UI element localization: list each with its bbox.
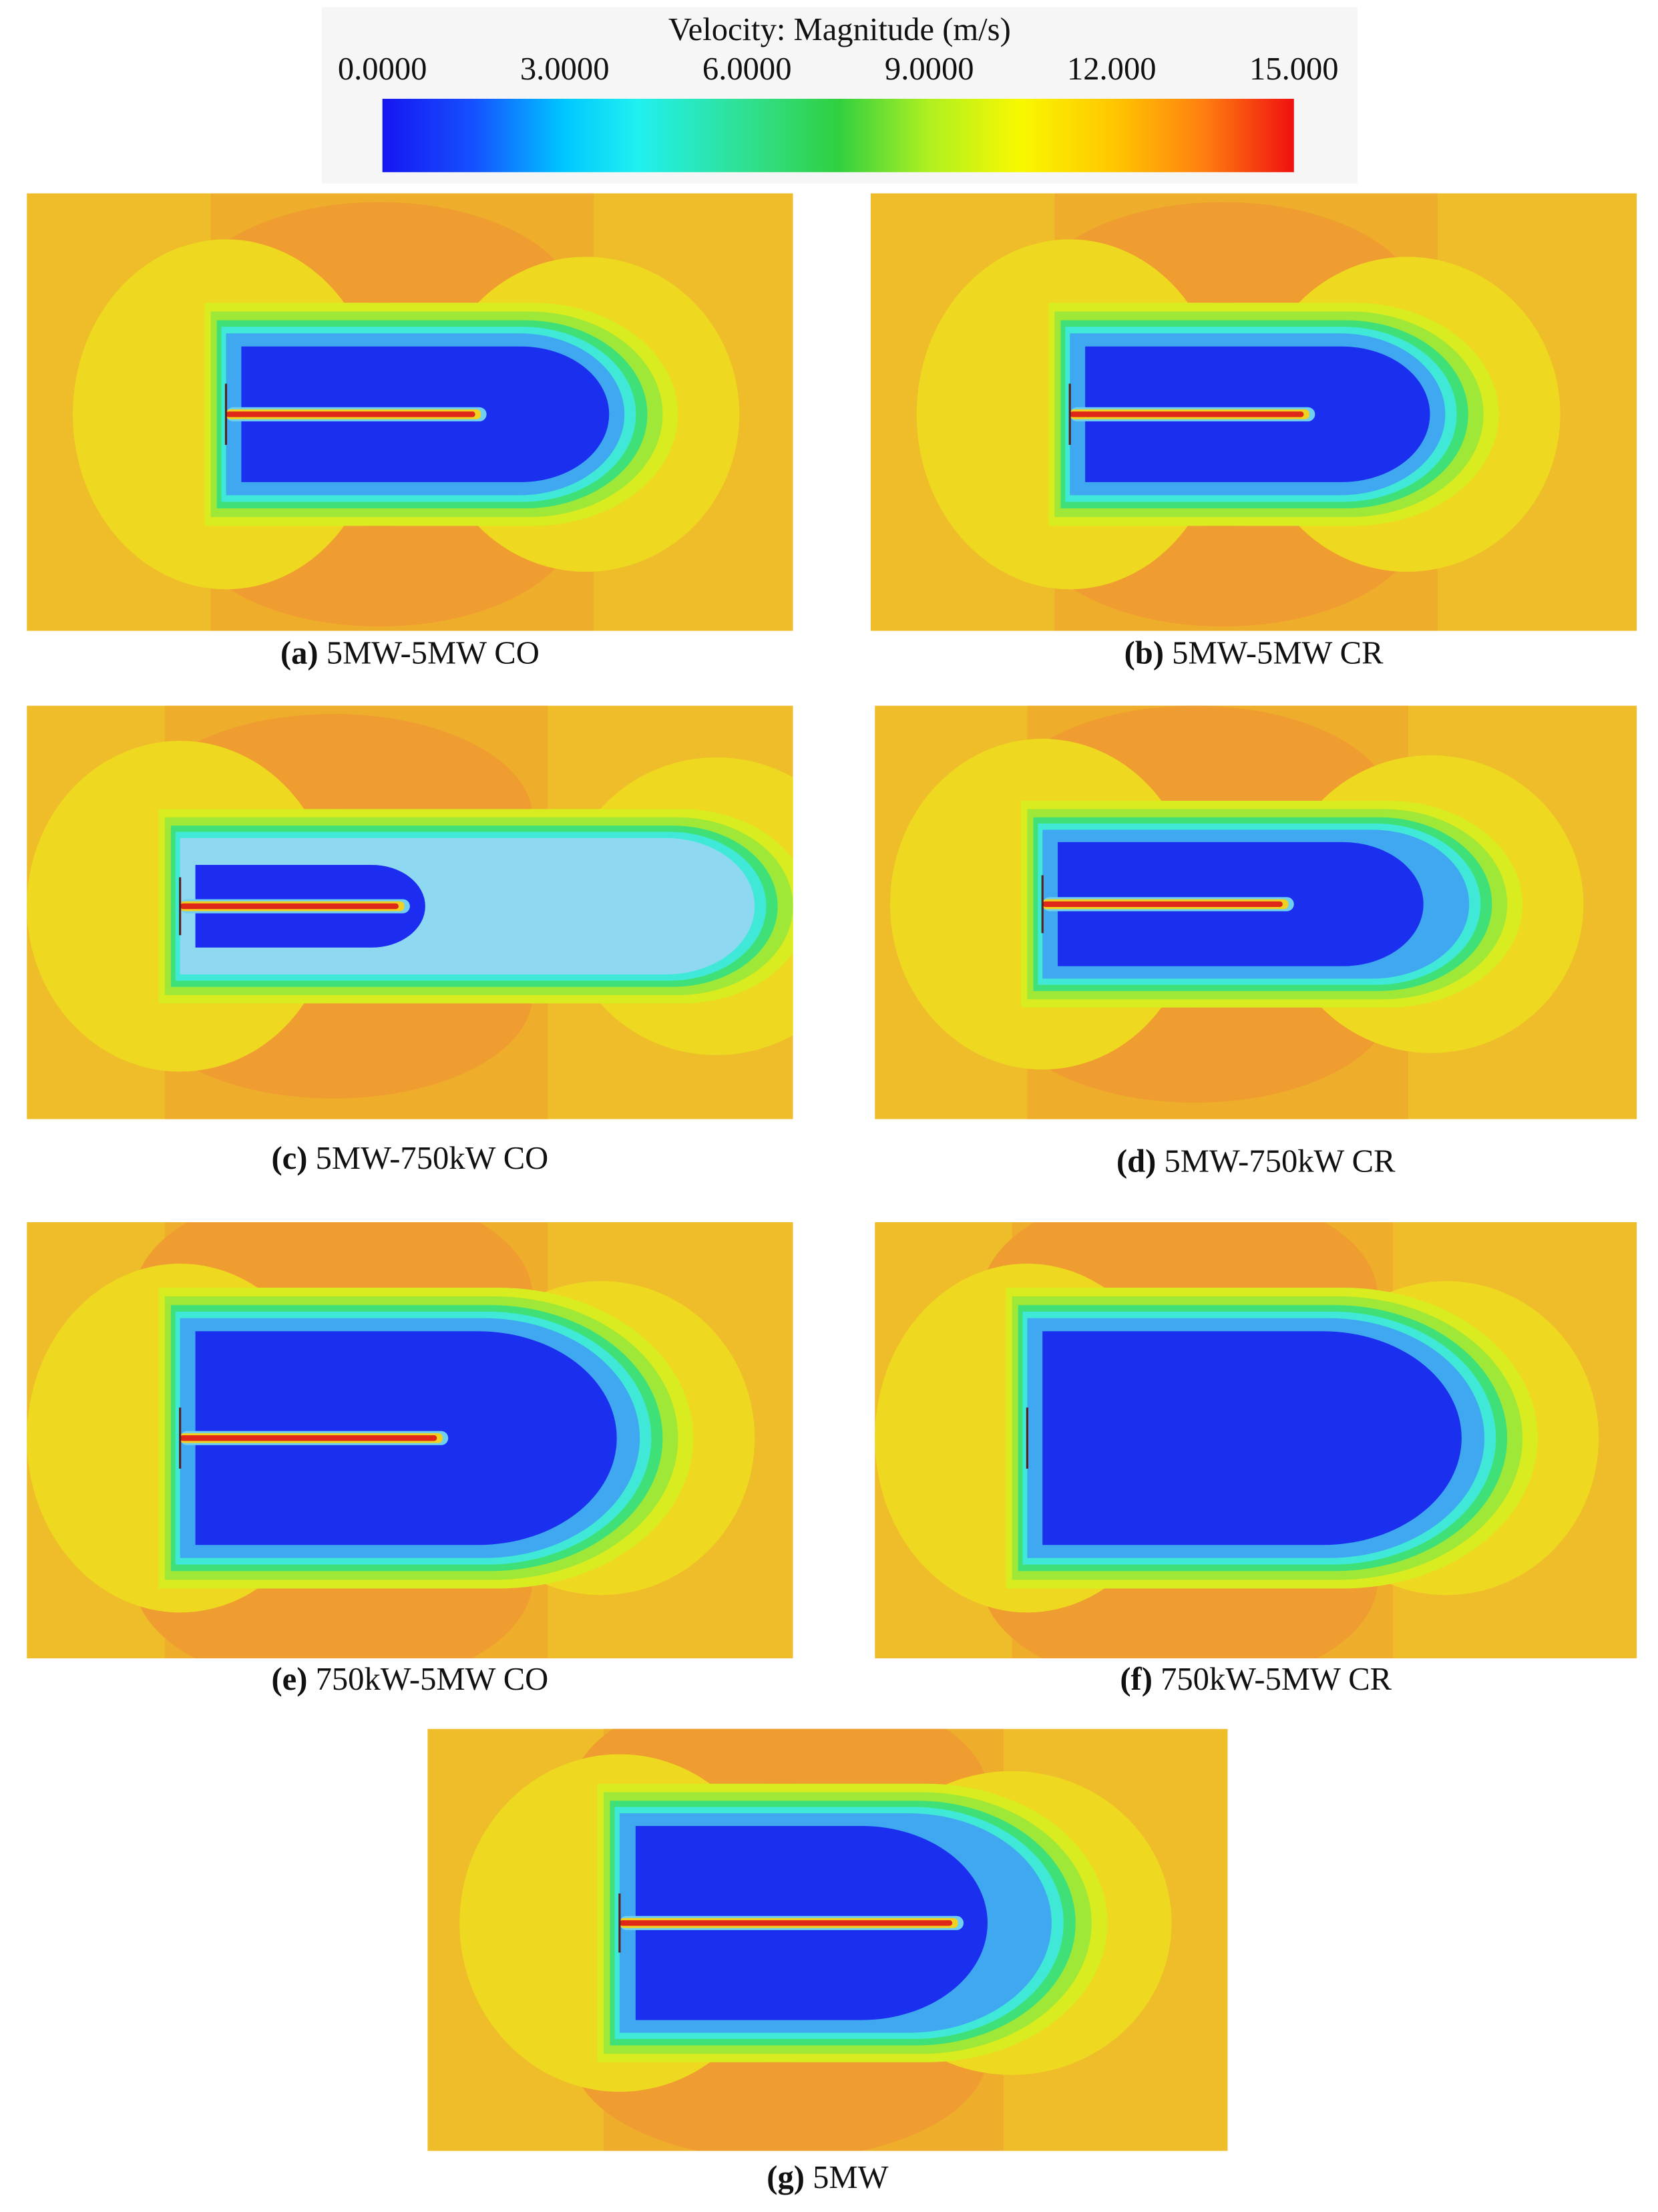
caption: (b) 5MW-5MW CR (1124, 635, 1384, 671)
jet (180, 903, 399, 910)
contour-layers (27, 193, 793, 631)
contour-layers (875, 705, 1637, 1119)
contour-plot (875, 705, 1637, 1119)
contour-plot (27, 1222, 793, 1658)
jet (1070, 411, 1304, 417)
caption-text: 750kW-5MW CR (1161, 1661, 1392, 1697)
jet (619, 1920, 953, 1926)
caption: (a) 5MW-5MW CO (280, 635, 540, 671)
colorbar-title: Velocity: Magnitude (m/s) (668, 11, 1011, 47)
contour-plot (427, 1728, 1228, 2151)
contour-layers (27, 705, 793, 1119)
contour-layers (27, 1222, 793, 1658)
caption: (g) 5MW (767, 2159, 888, 2195)
caption-text: 5MW-5MW CR (1172, 635, 1384, 671)
contour-plot (27, 705, 793, 1119)
caption-label: (f) (1120, 1661, 1153, 1697)
caption: (c) 5MW-750kW CO (271, 1140, 548, 1176)
contour-layers (875, 1222, 1637, 1658)
caption: (e) 750kW-5MW CO (271, 1661, 548, 1697)
colorbar-tick-label: 9.0000 (885, 51, 974, 87)
colorbar-tick-label: 6.0000 (702, 51, 792, 87)
contour-plot (27, 193, 793, 631)
colorbar-tick-label: 0.0000 (338, 51, 427, 87)
caption-label: (b) (1124, 635, 1164, 671)
caption-label: (e) (271, 1661, 307, 1697)
contour-plot (875, 1222, 1637, 1658)
caption-label: (g) (767, 2159, 805, 2195)
contour-layers (427, 1728, 1228, 2151)
caption-label: (d) (1116, 1143, 1156, 1179)
wake-core (1042, 1331, 1462, 1545)
jet (1042, 901, 1283, 908)
colorbar-tick-label: 15.000 (1249, 51, 1339, 87)
caption-text: 5MW-5MW CO (327, 635, 540, 671)
caption-label: (a) (280, 635, 319, 671)
caption-text: 5MW-750kW CR (1164, 1143, 1396, 1179)
caption-text: 750kW-5MW CO (316, 1661, 549, 1697)
colorbar-tick-label: 3.0000 (520, 51, 610, 87)
caption-label: (c) (271, 1140, 307, 1176)
contour-layers (870, 193, 1637, 631)
colorbar-tick-label: 12.000 (1067, 51, 1157, 87)
colorbar (382, 98, 1294, 172)
jet (180, 1435, 437, 1441)
caption-text: 5MW (813, 2159, 889, 2195)
contour-plot (870, 193, 1637, 631)
caption-text: 5MW-750kW CO (316, 1140, 549, 1176)
caption: (f) 750kW-5MW CR (1120, 1661, 1392, 1697)
caption: (d) 5MW-750kW CR (1116, 1143, 1396, 1179)
jet (226, 411, 475, 417)
